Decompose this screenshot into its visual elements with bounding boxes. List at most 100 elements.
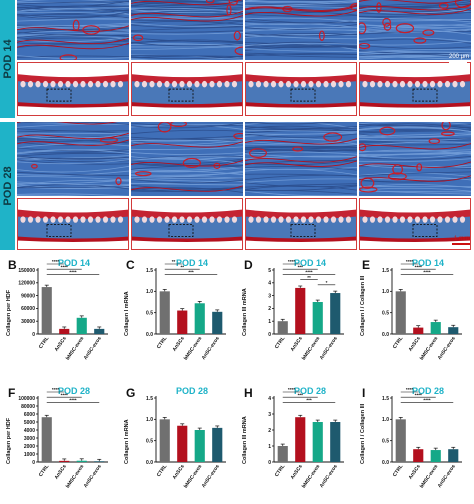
y-tick-label: 1 [268,319,271,325]
y-tick-label: 2 [268,306,271,312]
x-tick-label: AnSC-exos [437,464,457,489]
chart-svg: 0 1000 2000 3000 4000 5000 6000 80000 100000 CTRL… [18,387,108,489]
scale-bar-1mm: 1 mm [454,236,469,242]
chart-panel-H: H POD 28 Collagen III mRNA 0 1 2 3 4 CTRL AnSCs bM… [236,384,354,489]
bar-anscs [295,287,306,334]
chart-panel-E: E POD 14 Collagen I / Collagen III 0.0 0.5 1.… [354,256,472,361]
histology-overview-frame [131,198,243,250]
histology-image [245,198,357,250]
y-tick-label: 5000 [24,420,35,426]
significance-label: **** [52,259,59,264]
bar-anscs [413,449,424,462]
y-tick-label: 0.5 [382,310,389,316]
histology-overview-frame [131,62,243,116]
histology-overview-frame [17,198,129,250]
significance-label: **** [406,387,413,392]
significance-label: *** [298,392,304,397]
bar-bmsc-exos [312,302,323,334]
chart-panel-C: C POD 14 Collagen I mRNA 0.0 0.5 1.0 1.5 CTRL An… [118,256,236,361]
x-tick-label: AnSCs [408,336,422,353]
y-tick-label: 0.5 [146,310,153,316]
y-tick-label: 1 [268,444,271,450]
bar-bmsc-exos [430,450,441,462]
y-tick-label: 100000 [18,396,35,402]
x-tick-label: AnSCs [290,464,304,481]
x-tick-label: CTRL [156,464,169,478]
panel-letter: B [8,258,17,272]
significance-label: **** [415,264,422,269]
histology-image [131,198,243,250]
x-tick-label: AnSC-exos [83,464,103,489]
scale-bar-200um: 200 μm [449,54,470,60]
bar-ctrl [41,417,52,462]
scale-bar-200um-line [449,61,467,63]
panel-letter: G [126,386,136,400]
bar-anscs [177,425,188,462]
significance-label: **** [423,398,430,403]
bar-bmsc-exos [194,303,205,334]
x-tick-label: CTRL [38,336,51,350]
panel-letter: C [126,258,135,272]
y-tick-label: 1.0 [146,417,153,423]
bar-bmsc-exos [194,430,205,462]
bar-ansc-exos [448,327,459,334]
bar-ansc-exos [330,422,341,462]
bar-ansc-exos [212,311,223,334]
histology-image [131,122,243,196]
pod28-label-text: POD 28 [1,166,14,206]
y-tick-label: 2 [268,428,271,434]
histology-overview-frame [17,62,129,116]
y-tick-label: 0.0 [146,332,153,338]
significance-label: **** [288,259,295,264]
x-tick-label: AnSC-exos [201,464,221,489]
bar-anscs [295,417,306,462]
histology-overview-frame [245,198,357,250]
x-tick-label: CTRL [38,464,51,478]
chart-title: POD 14 [412,258,445,268]
chart-panel-G: G POD 28 Collagen I mRNA 0.0 0.5 1.0 1.5 CTRL An… [118,384,236,489]
significance-label: **** [423,270,430,275]
histology-image [17,198,129,250]
histology-image [359,62,471,116]
y-tick-label: 4000 [24,428,35,434]
bar-ctrl [277,446,288,462]
x-tick-label: CTRL [274,336,287,350]
chart-title: POD 14 [294,258,327,268]
significance-label: **** [61,392,68,397]
bar-anscs [177,310,188,334]
y-tick-label: 80000 [21,404,35,410]
y-tick-label: 1.5 [382,396,389,402]
x-tick-label: CTRL [392,336,405,350]
histology-image [17,62,129,116]
significance-label: **** [288,387,295,392]
pod14-row-label: POD 14 [0,0,15,118]
bar-ctrl [277,321,288,334]
x-tick-label: AnSCs [172,464,186,481]
y-tick-label: 0.5 [146,438,153,444]
significance-label: **** [415,392,422,397]
y-tick-label: 0.0 [146,460,153,466]
x-tick-label: AnSCs [54,464,68,481]
panel-letter: F [8,386,16,400]
bar-ctrl [159,291,170,334]
histology-overview-frame [359,62,471,116]
chart-title: POD 14 [176,258,209,268]
significance-label: **** [305,270,312,275]
bar-ctrl [159,419,170,462]
y-tick-label: 1.0 [146,289,153,295]
histology-overview-frame [359,198,471,250]
bar-bmsc-exos [76,317,87,334]
x-tick-label: AnSCs [408,464,422,481]
x-tick-label: AnSC-exos [83,336,103,361]
y-tick-label: 120000 [18,281,35,287]
y-tick-label: 150000 [18,268,35,274]
panel-letter: I [362,386,366,400]
y-tick-label: 1.5 [146,396,153,402]
significance-label: **** [61,264,68,269]
histology-image [245,122,357,196]
